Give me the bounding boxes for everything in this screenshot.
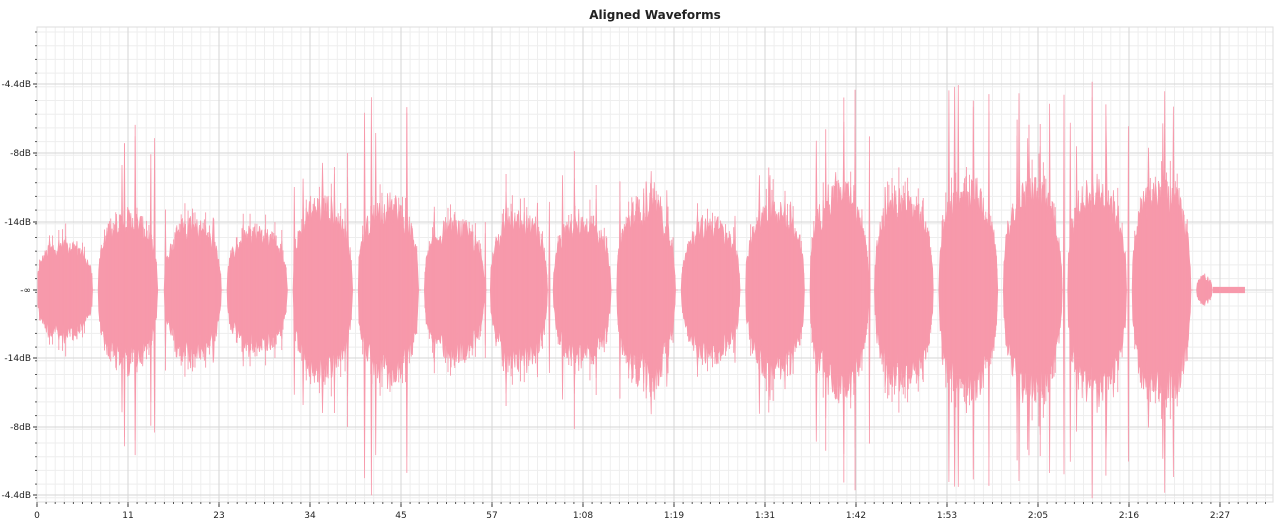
waveform-segment <box>874 167 936 413</box>
x-tick-label: 1:53 <box>937 511 957 521</box>
y-tick-label: -4.4dB <box>2 80 31 90</box>
x-tick-label: 23 <box>213 511 224 521</box>
waveform-segment <box>292 152 356 428</box>
chart-title: Aligned Waveforms <box>589 8 720 22</box>
x-tick-label: 45 <box>395 511 406 521</box>
waveform-segment <box>1196 273 1213 306</box>
y-tick-label: -∞ <box>20 286 31 296</box>
waveform-segment <box>1002 93 1066 482</box>
x-tick-label: 2:05 <box>1028 511 1048 521</box>
y-tick-label: -8dB <box>10 149 31 159</box>
x-tick-label: 2:16 <box>1119 511 1139 521</box>
waveform-segment <box>616 171 678 415</box>
waveform-segment <box>36 223 95 357</box>
y-tick-label: -4.4dB <box>2 491 31 501</box>
waveform-segment <box>226 213 290 367</box>
waveform-envelope <box>1067 97 1130 485</box>
waveform-tail <box>1212 286 1245 294</box>
x-axis-ticks: 0 11 23 34 45 57 1:08 1:19 1:31 1:42 1:53 2:05 2:16 2… <box>34 502 1266 521</box>
waveform-envelope <box>1196 273 1213 306</box>
x-tick-label: 1:08 <box>573 511 593 521</box>
x-tick-label: 1:42 <box>846 511 866 521</box>
x-tick-label: 11 <box>122 511 133 521</box>
x-tick-label: 57 <box>486 511 497 521</box>
waveform-segment <box>1131 91 1194 493</box>
x-tick-label: 2:27 <box>1210 511 1230 521</box>
waveform-segment <box>163 203 225 377</box>
waveform-segment <box>552 151 614 429</box>
y-tick-label: -14dB <box>4 218 31 228</box>
x-tick-label: 1:19 <box>664 511 684 521</box>
waveform-segment <box>357 97 422 496</box>
waveform-segment <box>1067 81 1130 499</box>
y-axis-ticks: -4.4dB -8dB -14dB -∞ -14dB -8dB -4.4dB <box>2 31 37 501</box>
x-tick-label: 34 <box>304 511 316 521</box>
x-tick-label: 0 <box>34 511 40 521</box>
waveform-segment <box>809 89 872 491</box>
waveform-series <box>36 81 1245 499</box>
waveform-segment <box>423 204 488 376</box>
waveform-segment <box>745 167 807 414</box>
waveform-segment <box>489 174 551 406</box>
y-tick-label: -8dB <box>10 423 31 433</box>
waveform-segment <box>938 84 1001 487</box>
y-tick-label: -14dB <box>4 354 31 364</box>
x-tick-label: 1:31 <box>755 511 775 521</box>
waveform-segment <box>97 124 161 456</box>
waveform-segment <box>680 203 743 377</box>
